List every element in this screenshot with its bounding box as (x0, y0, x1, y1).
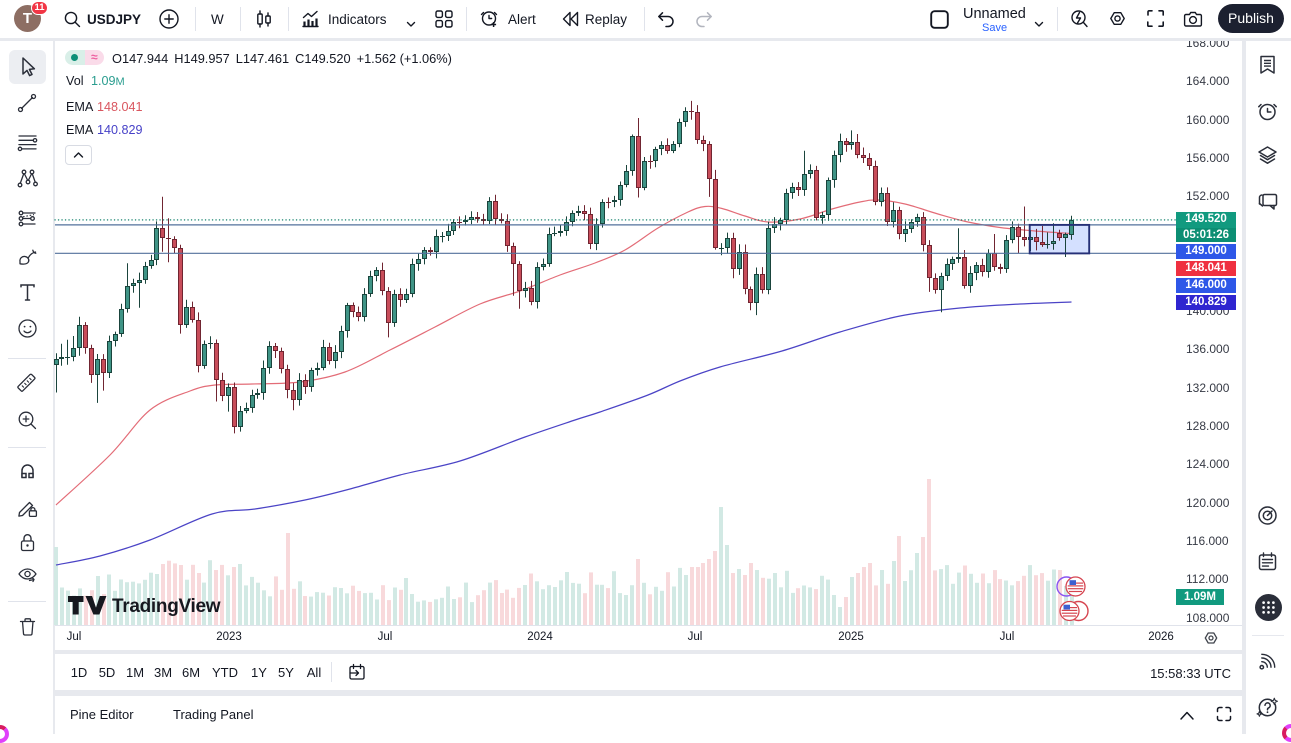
svg-text:TradingView: TradingView (112, 596, 221, 617)
